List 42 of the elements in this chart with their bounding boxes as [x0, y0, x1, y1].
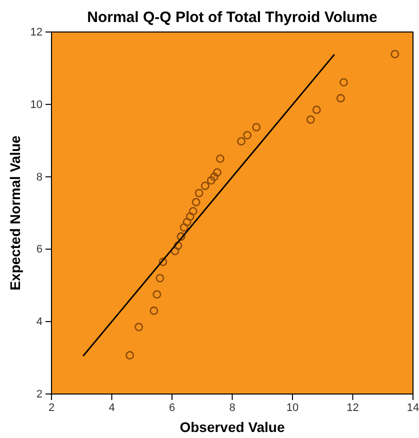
y-axis-title: Expected Normal Value: [7, 135, 23, 290]
x-tick-label: 6: [168, 402, 176, 414]
x-tick-label: 8: [229, 402, 236, 414]
x-tick-label: 2: [48, 402, 55, 414]
point: [194, 188, 204, 198]
point: [156, 274, 164, 282]
point: [306, 115, 315, 124]
y-tick-label: 6: [36, 244, 42, 256]
point: [210, 172, 218, 182]
y-tick-label: 12: [30, 26, 42, 39]
chart-title: Normal Q-Q Plot of Total Thyroid Volume: [87, 9, 378, 26]
point: [174, 241, 182, 250]
y-tick-label: 4: [36, 316, 42, 328]
point: [339, 78, 348, 87]
point: [206, 176, 216, 185]
x-tick-label: 14: [406, 402, 419, 414]
x-tick-label: 12: [346, 402, 359, 414]
x-tick-label: 4: [108, 402, 115, 414]
y-tick-label: 10: [30, 98, 42, 111]
x-axis-title: Observed Value: [180, 419, 285, 435]
point: [336, 94, 345, 102]
point: [192, 198, 200, 206]
point: [200, 182, 210, 190]
point: [180, 223, 188, 232]
point: [150, 306, 158, 315]
point: [158, 258, 168, 266]
point: [390, 50, 400, 58]
point: [252, 122, 261, 132]
point: [212, 168, 222, 177]
y-tick-label: 8: [36, 171, 42, 184]
point: [134, 322, 144, 332]
point: [152, 290, 162, 299]
point: [182, 218, 192, 226]
point: [186, 212, 194, 221]
point: [243, 130, 252, 140]
point: [188, 206, 198, 216]
point: [216, 154, 224, 163]
x-tick-label: 10: [286, 402, 299, 414]
point: [237, 137, 246, 146]
point: [126, 351, 134, 360]
point: [312, 106, 321, 114]
y-tick-label: 2: [36, 388, 42, 401]
